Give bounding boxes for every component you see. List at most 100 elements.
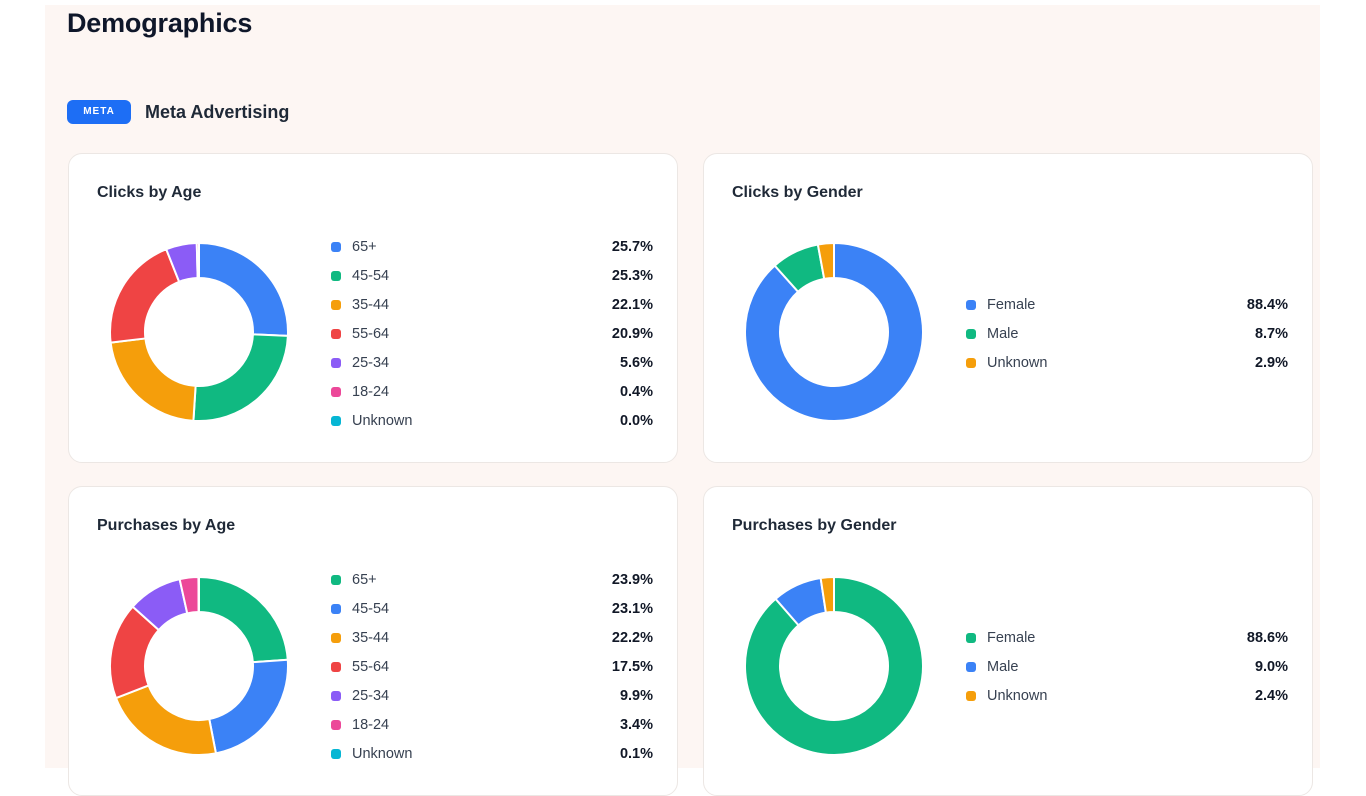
legend-swatch [331, 241, 341, 252]
legend-label: 18-24 [352, 716, 390, 733]
slice-45-54[interactable] [208, 658, 289, 755]
donut-chart [109, 242, 289, 422]
slice-female[interactable] [744, 576, 924, 756]
legend-label: 35-44 [352, 629, 390, 646]
donut-chart [109, 575, 289, 756]
slice-65[interactable] [198, 576, 289, 664]
legend-value: 9.9% [619, 687, 653, 704]
legend-value: 88.4% [1246, 296, 1288, 313]
legend-item-male[interactable]: Male 8.7% [966, 319, 1288, 348]
legend-label: Female [987, 629, 1036, 646]
legend-value: 25.7% [611, 238, 653, 255]
legend-swatch [331, 357, 341, 368]
legend-item-25-34[interactable]: 25-34 9.9% [331, 681, 653, 710]
clicks-by-gender-card: Clicks by Gender Female 88.4% Male 8.7% Unkn… [703, 153, 1313, 463]
legend-item-55-64[interactable]: 55-64 17.5% [331, 652, 653, 681]
legend-label: 25-34 [352, 687, 390, 704]
legend-item-35-44[interactable]: 35-44 22.1% [331, 290, 653, 319]
chart-legend: 65+ 23.9% 45-54 23.1% 35-44 22.2% 55-64 17.5% 25… [331, 565, 653, 768]
legend-swatch [331, 719, 341, 730]
legend-item-female[interactable]: Female 88.6% [966, 623, 1288, 652]
legend-item-65[interactable]: 65+ 23.9% [331, 565, 653, 594]
legend-label: Female [987, 296, 1036, 313]
section-title: Meta Advertising [145, 101, 290, 122]
legend-swatch [331, 415, 341, 426]
purchases-by-gender-card: Purchases by Gender Female 88.6% Male 9.0% U… [703, 486, 1313, 796]
legend-item-18-24[interactable]: 18-24 3.4% [331, 710, 653, 739]
legend-item-unknown[interactable]: Unknown 0.0% [331, 406, 653, 435]
legend-label: 35-44 [352, 296, 390, 313]
legend-value: 17.5% [611, 658, 653, 675]
donut-chart [744, 242, 924, 422]
legend-swatch [331, 748, 341, 759]
legend-item-35-44[interactable]: 35-44 22.2% [331, 623, 653, 652]
legend-swatch [331, 299, 341, 310]
legend-value: 0.4% [619, 383, 653, 400]
legend-swatch [331, 574, 341, 585]
legend-item-45-54[interactable]: 45-54 25.3% [331, 261, 653, 290]
legend-swatch [331, 603, 341, 614]
legend-swatch [966, 690, 976, 701]
legend-item-unknown[interactable]: Unknown 2.4% [966, 681, 1288, 710]
card-title: Purchases by Age [97, 517, 236, 534]
slice-18-24[interactable] [195, 242, 200, 280]
legend-label: 45-54 [352, 267, 390, 284]
legend-item-unknown[interactable]: Unknown 0.1% [331, 739, 653, 768]
legend-value: 3.4% [619, 716, 653, 733]
legend-label: 18-24 [352, 383, 390, 400]
legend-label: 65+ [352, 238, 377, 255]
legend-label: 45-54 [352, 600, 390, 617]
chart-legend: Female 88.6% Male 9.0% Unknown 2.4% [966, 623, 1288, 710]
legend-value: 0.1% [619, 745, 653, 762]
legend-item-female[interactable]: Female 88.4% [966, 290, 1288, 319]
slice-65[interactable] [198, 242, 289, 337]
slice-unknown[interactable] [197, 575, 200, 614]
page-title: Demographics [67, 8, 253, 38]
legend-item-18-24[interactable]: 18-24 0.4% [331, 377, 653, 406]
legend-label: 25-34 [352, 354, 390, 371]
legend-label: 65+ [352, 571, 377, 588]
slice-35-44[interactable] [114, 684, 217, 756]
legend-label: Male [987, 325, 1019, 342]
legend-item-65[interactable]: 65+ 25.7% [331, 232, 653, 261]
legend-label: Unknown [987, 354, 1048, 371]
legend-label: Unknown [987, 687, 1048, 704]
legend-value: 9.0% [1254, 658, 1288, 675]
legend-swatch [966, 632, 976, 643]
legend-label: Unknown [352, 745, 413, 762]
legend-item-male[interactable]: Male 9.0% [966, 652, 1288, 681]
purchases-by-age-card: Purchases by Age 65+ 23.9% 45-54 23.1% 35-44… [68, 486, 678, 796]
legend-label: 55-64 [352, 325, 390, 342]
legend-item-unknown[interactable]: Unknown 2.9% [966, 348, 1288, 377]
legend-item-55-64[interactable]: 55-64 20.9% [331, 319, 653, 348]
legend-value: 23.9% [611, 571, 653, 588]
chart-legend: Female 88.4% Male 8.7% Unknown 2.9% [966, 290, 1288, 377]
slice-35-44[interactable] [109, 337, 197, 422]
card-title: Purchases by Gender [732, 517, 897, 534]
slice-female[interactable] [744, 242, 924, 422]
slice-45-54[interactable] [192, 333, 289, 422]
clicks-by-age-card: Clicks by Age 65+ 25.7% 45-54 25.3% 35-44 22.… [68, 153, 678, 463]
legend-value: 23.1% [611, 600, 653, 617]
card-title: Clicks by Gender [732, 184, 863, 201]
legend-value: 2.4% [1254, 687, 1288, 704]
legend-value: 22.2% [611, 629, 653, 646]
section-header: META Meta Advertising [67, 99, 289, 125]
legend-value: 25.3% [611, 267, 653, 284]
legend-item-45-54[interactable]: 45-54 23.1% [331, 594, 653, 623]
legend-label: Unknown [352, 412, 413, 429]
legend-value: 0.0% [619, 412, 653, 429]
legend-value: 88.6% [1246, 629, 1288, 646]
legend-value: 8.7% [1254, 325, 1288, 342]
legend-item-25-34[interactable]: 25-34 5.6% [331, 348, 653, 377]
legend-value: 22.1% [611, 296, 653, 313]
slice-unknown[interactable] [816, 242, 835, 280]
slice-unknown[interactable] [819, 576, 835, 614]
legend-label: 55-64 [352, 658, 390, 675]
donut-chart [744, 576, 924, 756]
legend-swatch [966, 661, 976, 672]
legend-value: 2.9% [1254, 354, 1288, 371]
chart-legend: 65+ 25.7% 45-54 25.3% 35-44 22.1% 55-64 20.9% 25… [331, 232, 653, 435]
legend-swatch [331, 328, 341, 339]
slice-55-64[interactable] [109, 248, 181, 344]
